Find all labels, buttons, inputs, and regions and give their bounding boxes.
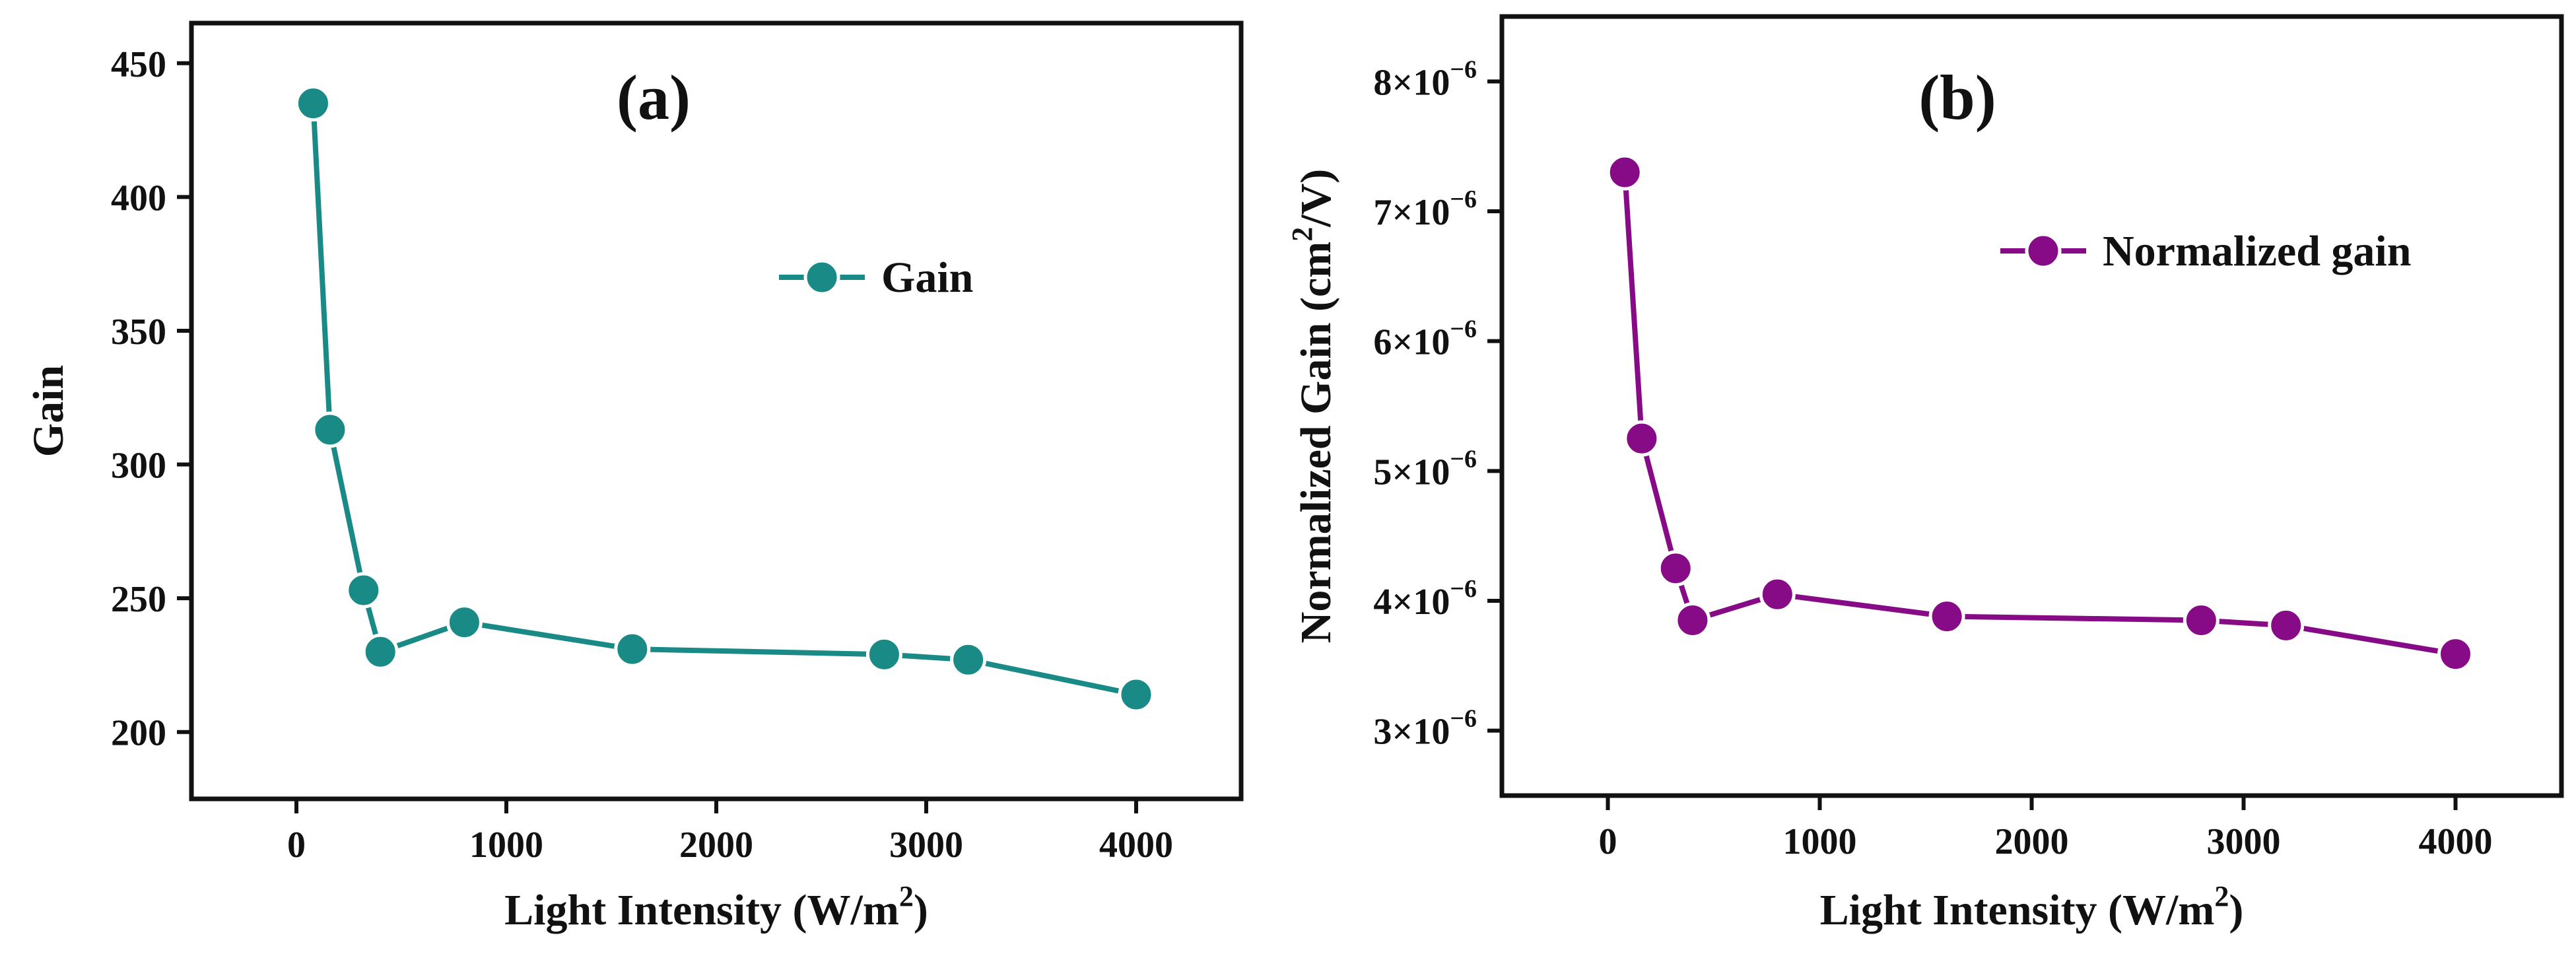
- y-tick-label: 8×10−6: [1373, 55, 1477, 103]
- x-axis-label: Light Intensity (W/m2): [1820, 880, 2244, 934]
- data-point: [1623, 420, 1660, 457]
- y-tick-label: 350: [111, 312, 166, 353]
- y-tick-label: 4×10−6: [1373, 575, 1477, 623]
- series-line: [310, 103, 1137, 697]
- x-tick-label: 3000: [889, 825, 963, 866]
- panel-label: (b): [1918, 62, 1996, 133]
- data-point: [1759, 576, 1796, 613]
- data-point: [614, 631, 651, 667]
- legend-marker: [803, 259, 840, 296]
- x-tick-label: 2000: [679, 825, 753, 866]
- data-point: [1928, 598, 1965, 635]
- data-point: [345, 572, 382, 609]
- y-tick-label: 7×10−6: [1373, 186, 1477, 233]
- y-axis-label: Normalized Gain (cm2/V): [1286, 169, 1340, 644]
- data-point: [1657, 550, 1694, 587]
- data-point: [950, 641, 987, 678]
- data-point: [446, 604, 483, 641]
- legend: Normalized gain: [2000, 227, 2411, 275]
- plot-frame: [1499, 14, 2564, 798]
- y-axis-label: Gain: [24, 365, 73, 457]
- data-point: [362, 633, 399, 670]
- chart-panel-a: 0 1000 2000 3000 4000 200 250 300 350 400 450 Light…: [24, 20, 1244, 934]
- x-tick-label: 1000: [469, 825, 543, 866]
- data-point: [2268, 607, 2305, 644]
- y-tick-label: 450: [111, 44, 166, 85]
- legend-marker: [2025, 232, 2062, 269]
- y-tick-label: 200: [111, 713, 166, 754]
- x-tick-label: 0: [1599, 821, 1617, 862]
- y-tick-label: 400: [111, 178, 166, 219]
- chart-panel-b: 0 1000 2000 3000 4000 3×10−6 4×10−6 5×10−6 6×10−…: [1286, 14, 2564, 934]
- x-tick-label: 4000: [2419, 821, 2493, 862]
- panel-label: (a): [617, 62, 691, 133]
- data-point: [2437, 636, 2474, 673]
- data-point: [312, 411, 349, 448]
- data-point: [294, 85, 331, 122]
- x-tick-label: 3000: [2207, 821, 2281, 862]
- data-point: [2183, 602, 2220, 638]
- y-tick-label: 5×10−6: [1373, 445, 1477, 493]
- data-point: [1606, 154, 1643, 191]
- legend-label: Normalized gain: [2103, 227, 2411, 275]
- x-tick-label: 1000: [1783, 821, 1857, 862]
- x-tick-label: 0: [287, 825, 306, 866]
- y-tick-label: 300: [111, 446, 166, 487]
- legend: Gain: [779, 254, 973, 302]
- y-tick-label: 3×10−6: [1373, 705, 1477, 753]
- x-axis-label: Light Intensity (W/m2): [504, 880, 928, 934]
- y-tick-label: 250: [111, 579, 166, 620]
- data-point: [1118, 676, 1155, 713]
- legend-label: Gain: [881, 254, 973, 302]
- y-tick-label: 6×10−6: [1373, 316, 1477, 363]
- data-point: [1674, 602, 1711, 638]
- x-tick-label: 4000: [1099, 825, 1173, 866]
- x-tick-label: 2000: [1995, 821, 2069, 862]
- data-point: [865, 636, 902, 673]
